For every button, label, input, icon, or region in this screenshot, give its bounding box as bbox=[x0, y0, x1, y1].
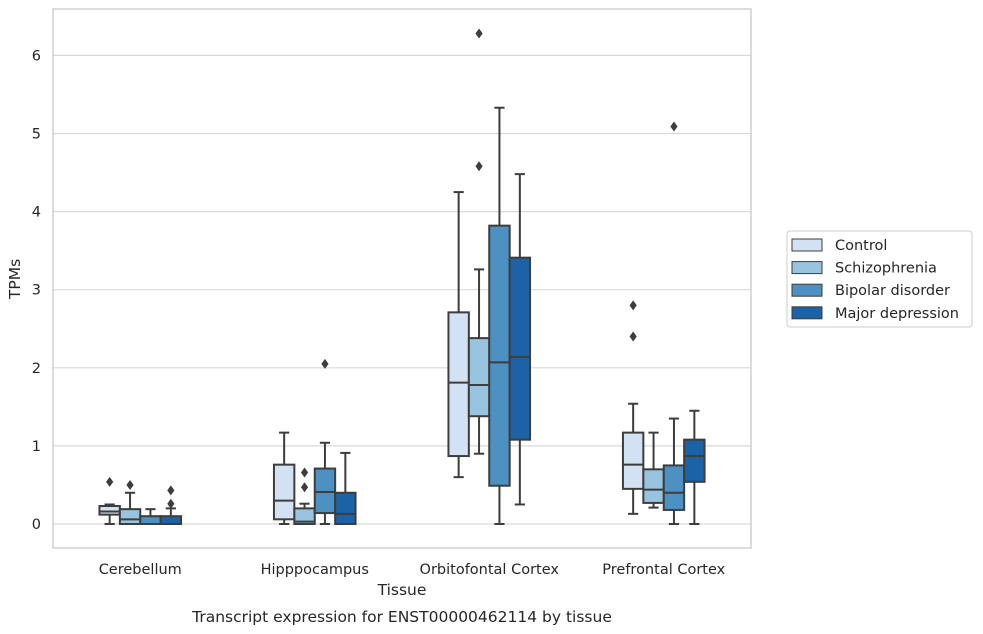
x-tick-label: Orbitofontal Cortex bbox=[420, 562, 560, 578]
box-iqr bbox=[467, 337, 491, 418]
box-iqr bbox=[159, 515, 183, 526]
box-iqr bbox=[334, 491, 357, 526]
outlier-point bbox=[167, 498, 175, 509]
legend-label: Major depression bbox=[835, 306, 959, 322]
legend-swatch bbox=[791, 283, 823, 297]
box-iqr bbox=[272, 463, 296, 521]
box-iqr bbox=[662, 464, 686, 511]
gridlines bbox=[53, 54, 751, 525]
x-tick-label: Cerebellum bbox=[99, 562, 182, 578]
outlier-point bbox=[300, 467, 309, 478]
box-iqr bbox=[313, 467, 337, 515]
legend-swatch bbox=[791, 306, 823, 320]
y-tick-label: 4 bbox=[32, 205, 41, 221]
legend-swatch bbox=[791, 261, 823, 275]
y-tick-label: 1 bbox=[32, 439, 41, 455]
legend-label: Bipolar disorder bbox=[835, 283, 950, 299]
box-iqr bbox=[621, 431, 645, 490]
box-3-0 bbox=[159, 485, 183, 526]
box-iqr bbox=[488, 224, 511, 487]
box-iqr bbox=[98, 505, 121, 516]
box-iqr bbox=[508, 256, 532, 441]
box-2-0 bbox=[139, 508, 162, 526]
box-0-3 bbox=[621, 300, 645, 515]
plot-background bbox=[53, 9, 751, 548]
outlier-point bbox=[475, 28, 483, 39]
outlier-point bbox=[300, 482, 309, 493]
plot-frame bbox=[52, 8, 752, 549]
y-tick-label: 2 bbox=[32, 361, 41, 377]
box-iqr bbox=[642, 468, 665, 504]
outlier-point bbox=[126, 479, 134, 490]
outlier-point bbox=[106, 476, 114, 487]
legend-swatch bbox=[791, 238, 823, 252]
x-tick-label: Hipppocampus bbox=[261, 562, 369, 578]
outlier-point bbox=[321, 358, 329, 369]
box-1-1 bbox=[293, 467, 316, 526]
outlier-point bbox=[167, 485, 175, 496]
legend: Control Schizophrenia Bipolar disorder Majo… bbox=[786, 230, 973, 328]
box-0-0 bbox=[98, 476, 121, 525]
legend-frame bbox=[786, 230, 973, 328]
outlier-point bbox=[629, 331, 637, 342]
boxes bbox=[98, 28, 706, 526]
outlier-point bbox=[629, 300, 637, 311]
box-iqr bbox=[683, 438, 706, 483]
box-iqr bbox=[118, 508, 142, 526]
box-iqr bbox=[139, 515, 162, 526]
box-iqr bbox=[293, 507, 316, 526]
y-axis-title: TPMs bbox=[6, 259, 24, 300]
outlier-point bbox=[475, 161, 483, 172]
y-tick-label: 5 bbox=[32, 127, 41, 143]
box-3-3 bbox=[683, 409, 706, 525]
legend-label: Control bbox=[835, 238, 887, 254]
x-tick-labels: Cerebellum Hipppocampus Orbitofontal Corte… bbox=[99, 562, 726, 578]
box-1-2 bbox=[467, 28, 491, 455]
x-axis-title: Tissue bbox=[377, 581, 427, 599]
legend-label: Schizophrenia bbox=[835, 261, 937, 277]
y-tick-label: 3 bbox=[32, 283, 41, 299]
box-2-1 bbox=[313, 358, 337, 525]
y-tick-label: 0 bbox=[32, 517, 41, 533]
box-iqr bbox=[447, 311, 470, 458]
box-2-3 bbox=[662, 121, 686, 525]
y-tick-labels: 0 1 2 3 4 5 6 bbox=[32, 48, 41, 533]
y-tick-label: 6 bbox=[32, 48, 41, 64]
box-0-1 bbox=[272, 431, 296, 525]
outlier-point bbox=[670, 121, 678, 132]
box-1-3 bbox=[642, 431, 665, 509]
chart-caption: Transcript expression for ENST0000046211… bbox=[191, 608, 612, 626]
box-3-1 bbox=[334, 451, 357, 526]
x-tick-label: Prefrontal Cortex bbox=[602, 562, 725, 578]
box-3-2 bbox=[508, 173, 532, 506]
